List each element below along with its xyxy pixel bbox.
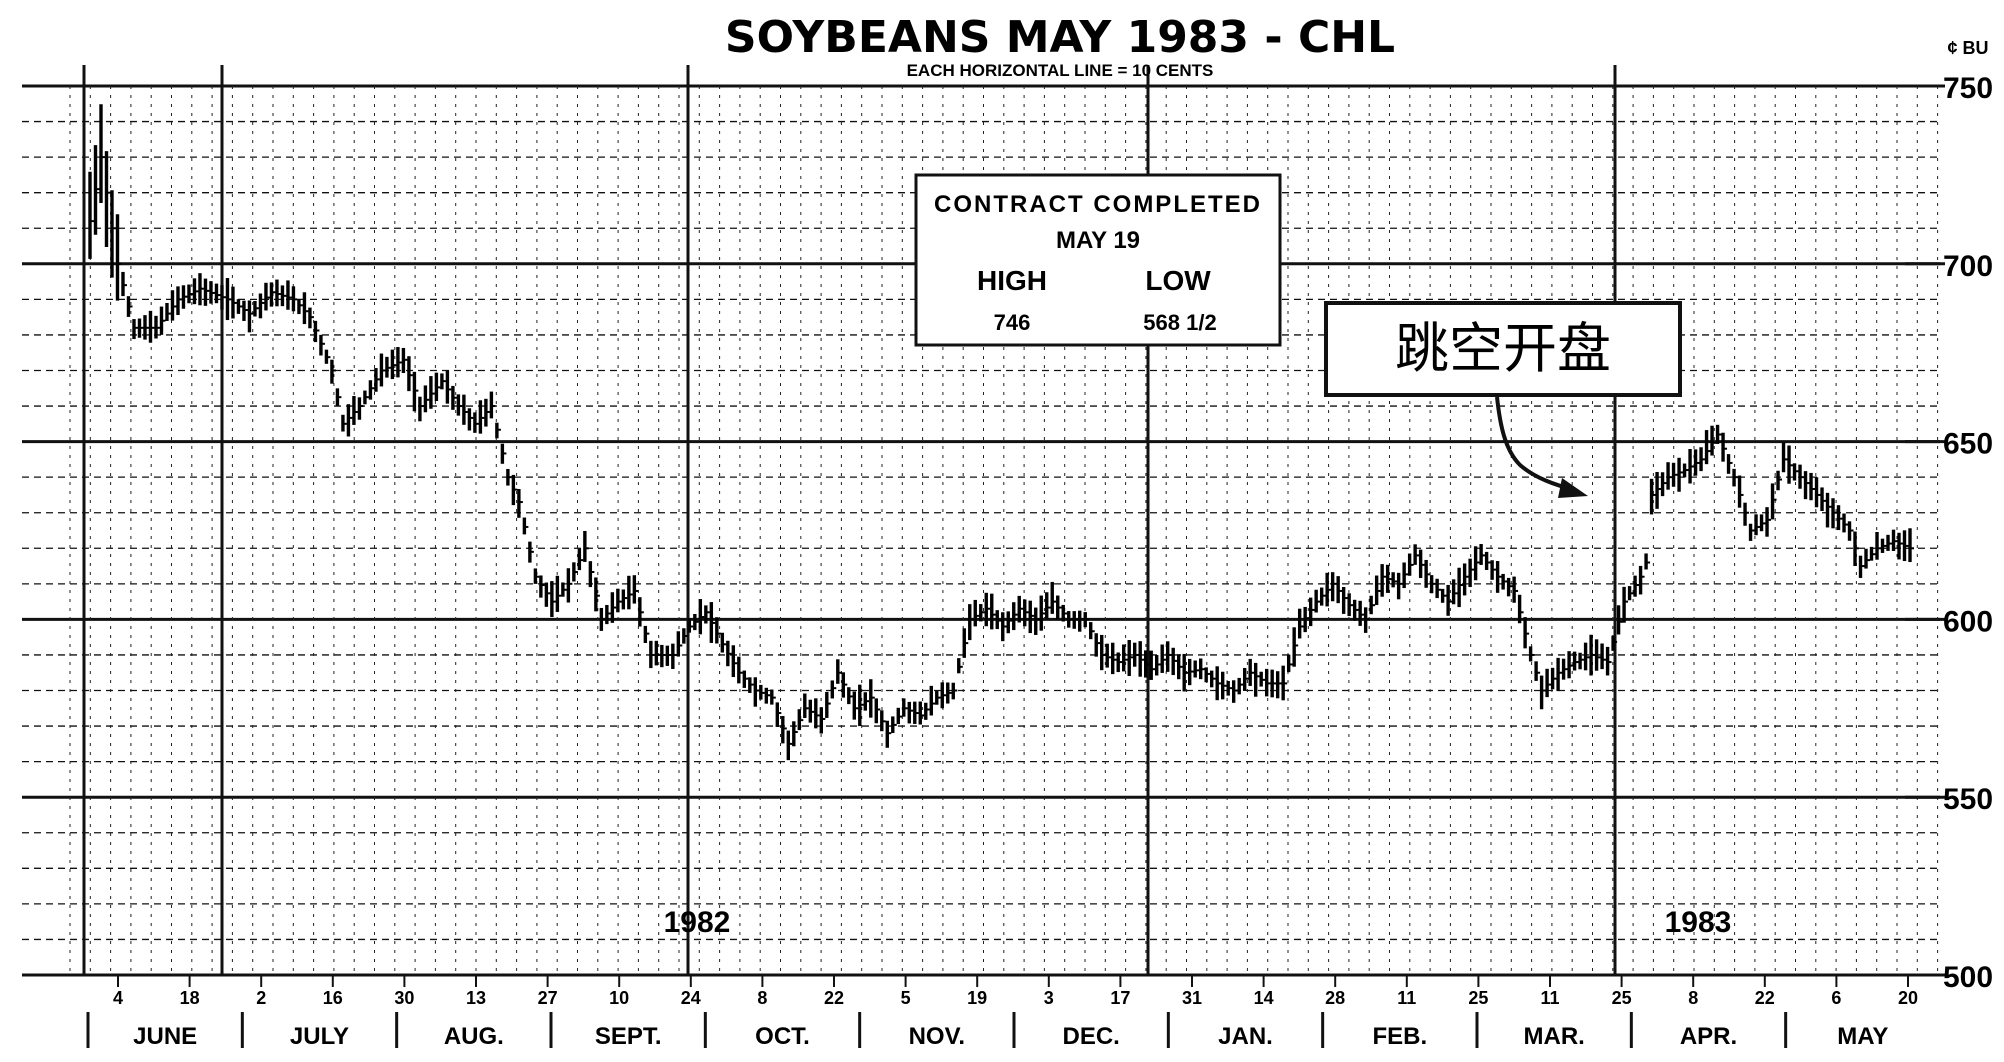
y-axis-unit: ¢ BU	[1947, 38, 1988, 58]
chart-subtitle: EACH HORIZONTAL LINE = 10 CENTS	[907, 61, 1214, 80]
month-label: NOV.	[909, 1023, 965, 1050]
y-tick-label: 500	[1943, 961, 1993, 994]
day-tick-label: 8	[1688, 988, 1698, 1008]
month-label: FEB.	[1372, 1023, 1427, 1050]
year-label-1982: 1982	[664, 906, 731, 939]
contract-completed-box: CONTRACT COMPLETED MAY 19 HIGH LOW 746 5…	[914, 173, 1282, 347]
day-tick-label: 10	[609, 988, 629, 1008]
day-tick-label: 18	[180, 988, 200, 1008]
day-tick-label: 30	[394, 988, 414, 1008]
day-tick-label: 24	[681, 988, 701, 1008]
callout-arrow-line	[1495, 396, 1576, 492]
high-value: 746	[994, 310, 1031, 335]
day-tick-label: 5	[901, 988, 911, 1008]
day-tick-label: 22	[824, 988, 844, 1008]
y-tick-label: 600	[1943, 605, 1993, 638]
day-tick-label: 20	[1898, 988, 1918, 1008]
gap-open-callout: 跳空开盘	[1324, 301, 1682, 498]
chart-title: SOYBEANS MAY 1983 - CHL	[725, 12, 1395, 63]
day-tick-label: 27	[538, 988, 558, 1008]
day-tick-label: 3	[1044, 988, 1054, 1008]
month-label: OCT.	[755, 1023, 810, 1050]
day-tick-label: 31	[1182, 988, 1202, 1008]
day-tick-label: 25	[1612, 988, 1632, 1008]
day-tick-label: 28	[1325, 988, 1345, 1008]
day-tick-label: 8	[757, 988, 767, 1008]
high-label: HIGH	[977, 265, 1047, 296]
y-tick-label: 700	[1943, 250, 1993, 283]
day-tick-label: 14	[1254, 988, 1274, 1008]
y-tick-label: 650	[1943, 428, 1993, 461]
month-label: JULY	[290, 1023, 349, 1050]
y-tick-label: 550	[1943, 783, 1993, 816]
day-tick-label: 19	[967, 988, 987, 1008]
month-label: JAN.	[1218, 1023, 1273, 1050]
y-tick-label: 750	[1943, 72, 1993, 105]
day-tick-label: 6	[1831, 988, 1841, 1008]
day-tick-label: 17	[1110, 988, 1130, 1008]
month-label: DEC.	[1062, 1023, 1119, 1050]
axes: 500 550 600 650 700 750 4 18 2 16 30 13 27 10 24 8 22 5 19…	[22, 72, 1993, 1050]
year-label-1983: 1983	[1665, 906, 1732, 939]
month-label: APR.	[1680, 1023, 1737, 1050]
contract-completed-date: MAY 19	[1056, 227, 1140, 254]
day-tick-label: 16	[323, 988, 343, 1008]
day-tick-label: 25	[1468, 988, 1488, 1008]
gap-open-callout-text: 跳空开盘	[1395, 317, 1611, 380]
day-tick-label: 13	[466, 988, 486, 1008]
callout-arrow-head	[1558, 478, 1588, 498]
day-tick-label: 2	[256, 988, 266, 1008]
month-label: MAR.	[1524, 1023, 1585, 1050]
day-tick-label: 11	[1540, 988, 1559, 1008]
month-label: AUG.	[444, 1023, 504, 1050]
low-value: 568 1/2	[1143, 310, 1216, 335]
month-label: MAY	[1837, 1023, 1888, 1050]
day-tick-label: 22	[1755, 988, 1775, 1008]
month-label: JUNE	[133, 1023, 197, 1050]
price-bars	[88, 104, 1914, 761]
day-tick-label: 4	[113, 988, 123, 1008]
month-label: SEPT.	[595, 1023, 662, 1050]
day-tick-label: 11	[1397, 988, 1416, 1008]
low-label: LOW	[1145, 265, 1211, 296]
contract-completed-text: CONTRACT COMPLETED	[934, 191, 1262, 218]
